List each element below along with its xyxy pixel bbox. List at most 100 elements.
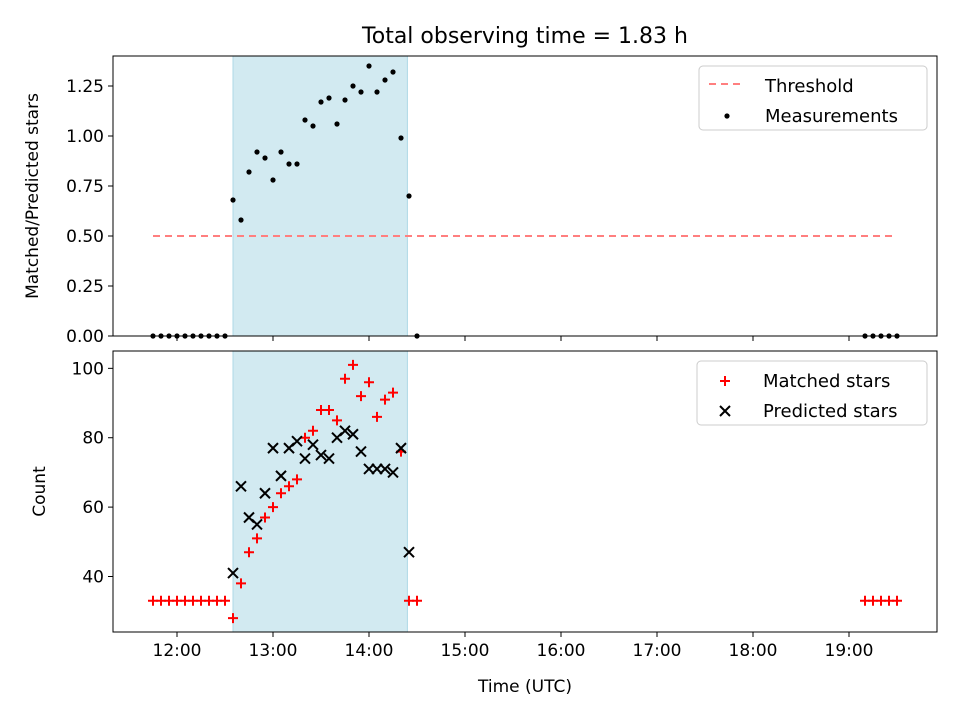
matched-star-marker — [380, 394, 390, 405]
predicted-star-marker — [315, 449, 327, 461]
predicted-star-marker — [227, 567, 239, 579]
matched-star-marker — [308, 425, 318, 436]
x-tick-label: 13:00 — [249, 641, 298, 661]
predicted-star-marker — [323, 452, 335, 465]
measurement-point — [310, 123, 316, 129]
matched-star-marker — [412, 595, 422, 606]
y-tick-label: 0.00 — [66, 327, 104, 347]
x-tick-label: 12:00 — [153, 641, 202, 661]
predicted-star-marker — [235, 480, 247, 493]
legend-box — [698, 65, 928, 131]
matched-star-marker — [372, 411, 382, 422]
x-tick-label: 15:00 — [441, 641, 490, 661]
predicted-star-marker — [291, 435, 303, 447]
y-tick-label: 0.50 — [66, 227, 104, 247]
matched-star-marker — [284, 481, 294, 492]
matched-star-marker — [364, 377, 374, 388]
matched-star-marker — [388, 387, 398, 398]
legend: Matched stars Predicted stars — [696, 360, 928, 426]
predicted-star-marker — [267, 442, 279, 454]
y-tick-label: 0.25 — [66, 277, 104, 297]
measurement-point — [382, 77, 388, 83]
x-tick-label: 16:00 — [537, 641, 586, 661]
measurement-point — [302, 117, 308, 123]
measurement-point — [254, 149, 260, 155]
legend-predicted-swatch — [719, 405, 731, 417]
predicted-star-marker — [347, 428, 359, 440]
legend-label: Measurements — [765, 106, 898, 127]
y-tick-label: 100 — [72, 359, 104, 379]
plot-frame — [112, 55, 938, 337]
matched-star-marker — [236, 578, 246, 589]
matched-star-marker — [220, 595, 230, 606]
y-tick-label: 1.00 — [66, 127, 104, 147]
measurement-point — [238, 217, 244, 223]
measurement-point — [326, 95, 332, 101]
measurement-point — [390, 69, 396, 75]
y-tick-label: 0.75 — [66, 177, 104, 197]
matched-star-marker — [228, 613, 238, 624]
measurement-point — [270, 177, 276, 183]
x-tick-label: 14:00 — [345, 641, 394, 661]
predicted-star-marker — [307, 438, 319, 451]
legend-label: Matched stars — [763, 371, 890, 392]
matched-star-marker — [892, 595, 902, 606]
measurement-point — [342, 97, 348, 103]
measurement-point — [230, 197, 236, 203]
matched-star-marker — [268, 502, 278, 513]
y-axis-label: Count — [30, 466, 50, 517]
measurement-point — [374, 89, 380, 95]
matched-star-marker — [244, 547, 254, 558]
x-tick-label: 18:00 — [729, 641, 778, 661]
measurement-point — [366, 63, 372, 69]
legend-measurement-swatch — [724, 113, 730, 119]
measurement-point — [398, 135, 404, 141]
y-tick-label: 40 — [82, 567, 104, 587]
predicted-star-marker — [403, 546, 415, 558]
matched-star-marker — [276, 488, 286, 499]
matched-star-marker — [260, 512, 270, 523]
y-tick-label: 60 — [82, 498, 104, 518]
predicted-star-marker — [259, 487, 271, 499]
series-predicted-stars — [227, 425, 415, 579]
observing-window-span — [232, 55, 408, 337]
matched-star-marker — [252, 533, 262, 544]
measurement-point — [246, 169, 252, 175]
predicted-star-marker — [355, 445, 367, 458]
matched-star-marker — [340, 373, 350, 384]
y-axis-label: Matched/Predicted stars — [23, 93, 43, 299]
predicted-star-marker — [387, 466, 399, 479]
legend-box — [696, 360, 928, 426]
predicted-star-marker — [275, 470, 287, 482]
matched-star-marker — [324, 404, 334, 415]
y-tick-label: 1.25 — [66, 77, 104, 97]
panel-2: 40 60 80 100 12:00 13:00 14:00 15:00 16:00 17:00 1… — [30, 350, 938, 697]
measurement-point — [358, 89, 364, 95]
predicted-star-marker — [395, 442, 407, 454]
panel-1: 0.00 0.25 0.50 0.75 1.00 1.25 Total observing … — [23, 24, 938, 347]
measurement-point — [334, 121, 340, 127]
measurement-point — [262, 155, 268, 161]
measurement-point — [294, 161, 300, 167]
matched-star-marker — [348, 359, 358, 370]
measurement-point — [350, 83, 356, 89]
chart-title: Total observing time = 1.83 h — [361, 24, 688, 49]
x-axis-label: Time (UTC) — [477, 677, 572, 697]
legend-matched-swatch — [720, 376, 730, 386]
matched-star-marker — [356, 391, 366, 402]
legend-label: Threshold — [764, 76, 854, 97]
measurement-point — [278, 149, 284, 155]
x-tick-label: 17:00 — [633, 641, 682, 661]
predicted-star-marker — [339, 425, 351, 437]
matched-star-marker — [292, 474, 302, 485]
x-tick-label: 19:00 — [825, 641, 874, 661]
predicted-star-marker — [379, 463, 391, 475]
plot-frame — [112, 350, 938, 633]
measurement-point — [406, 193, 412, 199]
legend-label: Predicted stars — [763, 401, 897, 422]
legend: Threshold Measurements — [698, 65, 928, 131]
observing-window-span — [232, 350, 408, 633]
measurement-point — [286, 161, 292, 167]
